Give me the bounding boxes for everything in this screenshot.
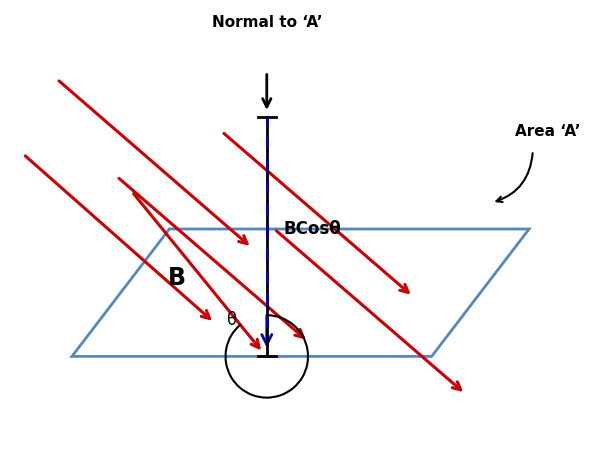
- Text: BCosθ: BCosθ: [283, 220, 341, 238]
- Text: B: B: [168, 266, 186, 290]
- Text: Area ‘A’: Area ‘A’: [515, 124, 581, 139]
- Text: Normal to ‘A’: Normal to ‘A’: [212, 16, 322, 30]
- Text: θ: θ: [226, 311, 236, 329]
